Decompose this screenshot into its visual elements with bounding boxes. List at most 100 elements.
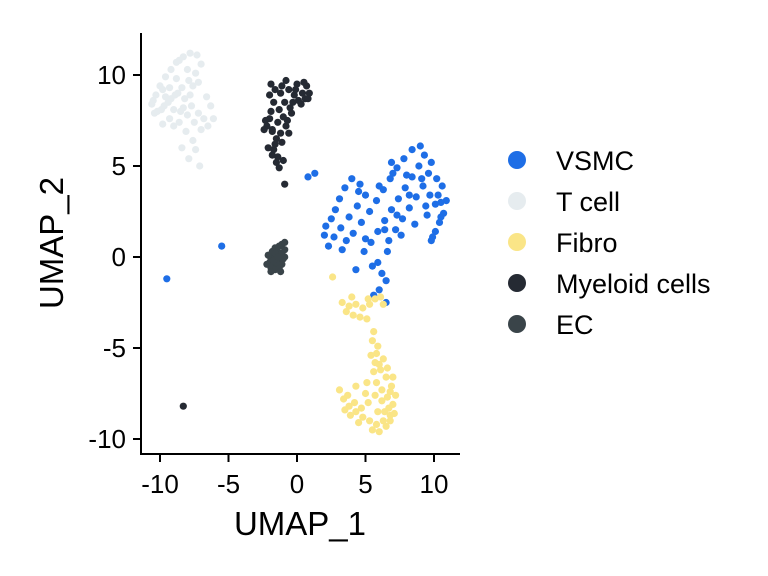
point-fibro-18 xyxy=(378,386,386,394)
point-vsmc-77 xyxy=(342,237,350,245)
y-axis-title: UMAP_2 xyxy=(33,177,70,309)
point-myeloid-cells-10 xyxy=(279,156,287,165)
point-myeloid-cells-29 xyxy=(281,98,289,106)
legend-key-myeloid-cells xyxy=(508,274,526,292)
point-fibro-22 xyxy=(379,417,387,425)
x-tick-label-1: -5 xyxy=(217,469,240,499)
point-fibro-48 xyxy=(368,426,376,434)
point-vsmc-61 xyxy=(437,198,445,206)
point-t-cell-32 xyxy=(182,127,190,135)
point-myeloid-cells-42 xyxy=(274,153,282,161)
point-vsmc-24 xyxy=(400,155,408,163)
point-vsmc-50 xyxy=(427,158,435,166)
point-t-cell-19 xyxy=(167,95,175,103)
point-fibro-60 xyxy=(377,293,385,301)
point-vsmc-5 xyxy=(320,231,328,239)
point-fibro-35 xyxy=(378,397,386,405)
point-fibro-49 xyxy=(375,428,383,436)
point-vsmc-9 xyxy=(335,195,344,203)
point-ec-6 xyxy=(281,246,289,254)
point-vsmc-27 xyxy=(420,151,428,159)
point-myeloid-cells-33 xyxy=(304,95,312,103)
point-myeloid-cells-27 xyxy=(287,109,296,117)
point-fibro-6 xyxy=(371,295,379,303)
point-fibro-10 xyxy=(356,313,364,321)
legend-key-t-cell xyxy=(508,192,526,210)
point-fibro-57 xyxy=(341,406,349,414)
point-vsmc-16 xyxy=(337,224,345,232)
legend: VSMC T cell Fibro Myeloid cells EC xyxy=(508,146,711,340)
legend-label-vsmc: VSMC xyxy=(556,146,634,176)
point-vsmc-18 xyxy=(357,218,365,226)
point-t-cell-26 xyxy=(197,126,205,134)
point-vsmc-60 xyxy=(442,197,450,205)
point-t-cell-54 xyxy=(161,93,170,101)
point-vsmc-78 xyxy=(330,233,338,241)
point-myeloid-cells-25 xyxy=(305,89,313,97)
point-t-cell-34 xyxy=(192,146,200,154)
legend-label-ec: EC xyxy=(556,310,594,340)
point-fibro-61 xyxy=(364,295,372,303)
point-myeloid-cells-11 xyxy=(271,140,279,148)
point-fibro-5 xyxy=(366,300,374,308)
x-axis-ticks: -10 -5 0 5 10 xyxy=(141,454,448,499)
point-vsmc-56 xyxy=(431,227,439,236)
y-axis-ticks: -10 -5 0 5 10 xyxy=(88,60,141,454)
point-t-cell-38 xyxy=(166,115,174,123)
point-myeloid-cells-48 xyxy=(268,126,276,134)
point-t-cell-48 xyxy=(194,78,202,86)
point-t-cell-11 xyxy=(185,76,193,85)
y-tick-label-3: 5 xyxy=(112,151,126,181)
point-fibro-42 xyxy=(371,359,379,367)
point-fibro-16 xyxy=(370,368,378,376)
point-vsmc-72 xyxy=(403,171,411,179)
point-myeloid-cells-39 xyxy=(282,76,290,85)
point-t-cell-52 xyxy=(179,104,187,112)
x-tick-label-2: 0 xyxy=(290,469,304,499)
point-fibro-58 xyxy=(386,417,394,425)
point-fibro-11 xyxy=(363,315,371,323)
point-t-cell-42 xyxy=(172,75,180,83)
point-t-cell-31 xyxy=(175,118,183,126)
point-vsmc-55 xyxy=(435,218,444,226)
point-t-cell-20 xyxy=(174,89,182,97)
point-vsmc-33 xyxy=(381,217,389,225)
point-vsmc-7 xyxy=(327,215,335,223)
point-vsmc-62 xyxy=(423,211,431,219)
point-vsmc-2 xyxy=(304,173,312,181)
point-vsmc-6 xyxy=(322,222,330,230)
point-vsmc-30 xyxy=(401,184,409,192)
point-fibro-14 xyxy=(372,349,381,358)
point-fibro-54 xyxy=(381,408,389,416)
point-t-cell-47 xyxy=(203,93,211,101)
point-fibro-46 xyxy=(383,364,391,372)
point-t-cell-4 xyxy=(167,65,175,74)
point-myeloid-cells-1 xyxy=(281,180,289,188)
point-fibro-62 xyxy=(348,293,356,301)
point-vsmc-17 xyxy=(349,229,357,237)
point-myeloid-cells-17 xyxy=(266,91,274,99)
x-tick-label-3: 5 xyxy=(358,469,372,499)
point-t-cell-37 xyxy=(178,144,186,152)
x-axis-title: UMAP_1 xyxy=(234,505,366,542)
point-myeloid-cells-7 xyxy=(268,151,276,159)
point-t-cell-27 xyxy=(190,118,198,126)
point-fibro-0 xyxy=(329,273,337,281)
point-fibro-25 xyxy=(359,413,367,421)
point-vsmc-8 xyxy=(331,206,339,214)
point-vsmc-52 xyxy=(434,191,442,199)
point-t-cell-9 xyxy=(197,60,205,68)
point-fibro-33 xyxy=(364,399,372,407)
point-t-cell-41 xyxy=(189,82,197,90)
point-vsmc-44 xyxy=(392,226,400,234)
point-vsmc-39 xyxy=(382,277,390,285)
point-vsmc-45 xyxy=(398,215,407,223)
point-vsmc-53 xyxy=(438,182,446,190)
point-vsmc-68 xyxy=(338,246,346,254)
point-t-cell-39 xyxy=(159,120,167,128)
point-myeloid-cells-38 xyxy=(277,89,285,97)
point-fibro-45 xyxy=(379,355,387,363)
point-fibro-47 xyxy=(389,373,397,381)
point-vsmc-79 xyxy=(387,158,396,166)
